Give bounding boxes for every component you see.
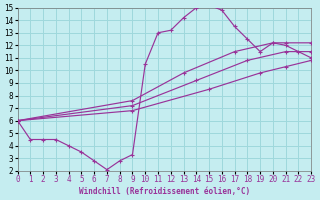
X-axis label: Windchill (Refroidissement éolien,°C): Windchill (Refroidissement éolien,°C) — [79, 187, 250, 196]
